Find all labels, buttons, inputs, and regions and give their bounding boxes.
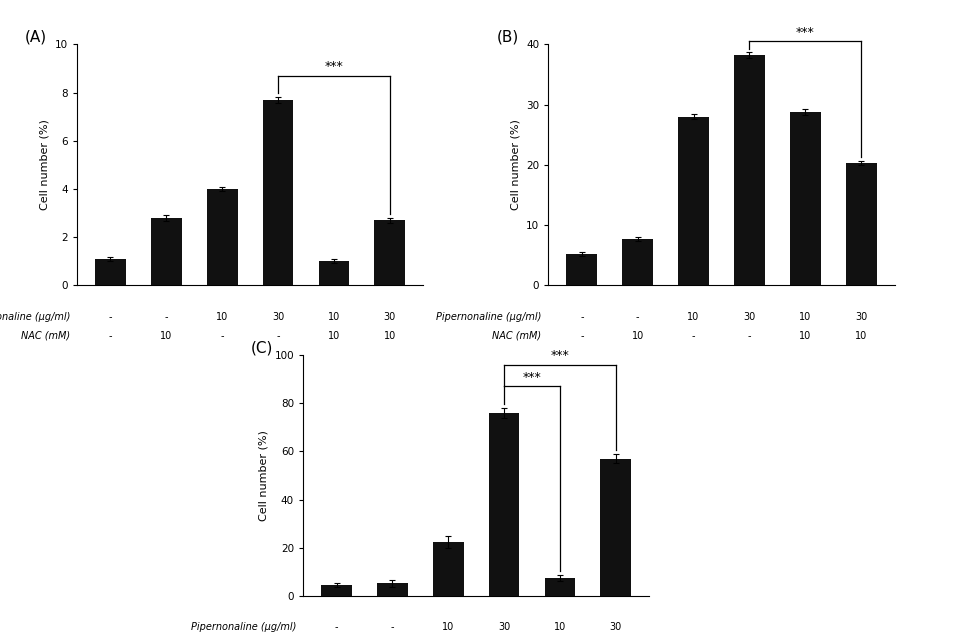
Bar [318,261,349,285]
Text: -: - [747,331,751,341]
Text: ***: *** [522,371,541,384]
Text: -: - [276,331,280,341]
Text: 10: 10 [799,312,810,321]
Bar [566,254,597,285]
Text: 10: 10 [160,331,172,341]
Text: -: - [164,312,168,321]
Text: 10: 10 [383,331,396,341]
Text: 10: 10 [328,331,339,341]
Text: 10: 10 [687,312,699,321]
Text: -: - [579,312,583,321]
Y-axis label: Cell number (%): Cell number (%) [39,119,49,210]
Text: -: - [334,623,338,632]
Bar [95,259,126,285]
Text: 30: 30 [383,312,396,321]
Text: -: - [220,331,224,341]
Bar [377,583,407,596]
Bar [789,112,820,285]
Text: ***: *** [324,60,343,74]
Text: Pipernonaline (μg/ml): Pipernonaline (μg/ml) [435,312,541,321]
Text: -: - [109,331,112,341]
Bar [374,220,405,285]
Text: 10: 10 [328,312,339,321]
Bar [733,55,764,285]
Bar [544,578,575,596]
Y-axis label: Cell number (%): Cell number (%) [259,430,268,521]
Text: 30: 30 [609,623,622,632]
Text: 10: 10 [216,312,228,321]
Text: (B): (B) [496,30,518,45]
Text: (C): (C) [251,340,273,356]
Text: 30: 30 [854,312,867,321]
Text: -: - [691,331,695,341]
Text: Pipernonaline (μg/ml): Pipernonaline (μg/ml) [190,623,296,632]
Text: -: - [579,331,583,341]
Bar [321,585,352,596]
Text: 10: 10 [799,331,810,341]
Text: 30: 30 [743,312,754,321]
Bar [262,100,293,285]
Text: ***: *** [550,349,569,362]
Text: 10: 10 [854,331,867,341]
Bar [207,189,237,285]
Text: Pipernonaline (μg/ml): Pipernonaline (μg/ml) [0,312,70,321]
Y-axis label: Cell number (%): Cell number (%) [510,119,520,210]
Text: ***: *** [795,26,814,39]
Text: -: - [390,623,394,632]
Text: 10: 10 [631,331,643,341]
Text: NAC (mM): NAC (mM) [492,331,541,341]
Bar [622,239,653,285]
Text: 10: 10 [442,623,454,632]
Text: NAC (mM): NAC (mM) [21,331,70,341]
Bar [432,541,463,596]
Text: -: - [109,312,112,321]
Text: -: - [635,312,639,321]
Text: 10: 10 [554,623,565,632]
Bar [151,218,182,285]
Bar [845,163,875,285]
Text: (A): (A) [25,30,47,45]
Bar [678,117,708,285]
Text: 30: 30 [498,623,509,632]
Text: 30: 30 [272,312,283,321]
Bar [600,458,630,596]
Bar [488,413,519,596]
